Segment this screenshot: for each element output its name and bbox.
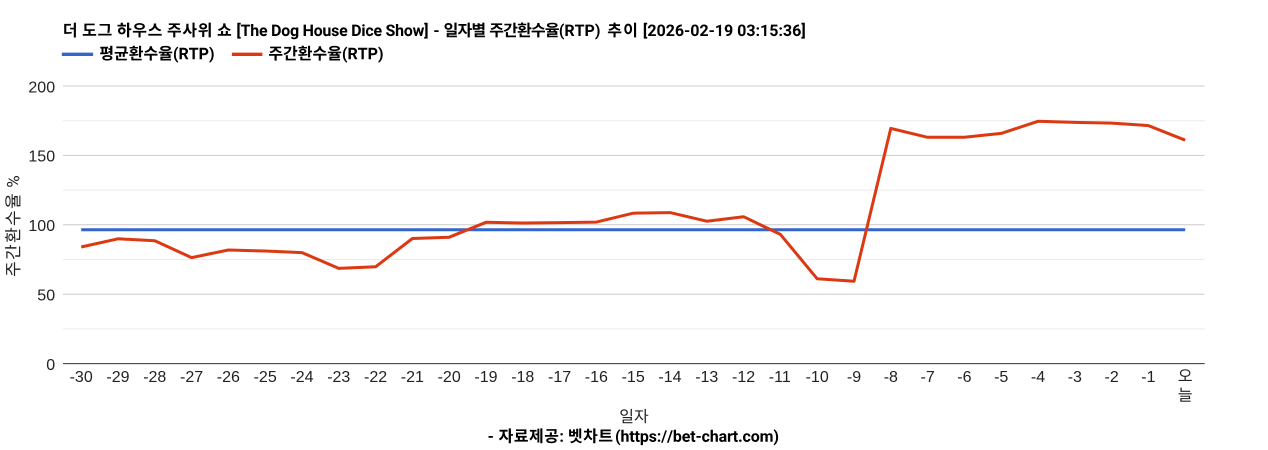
svg-text:-9: -9 [847, 369, 861, 386]
svg-text:-5: -5 [994, 369, 1008, 386]
svg-text:-27: -27 [180, 369, 203, 386]
svg-text:50: 50 [37, 288, 55, 305]
svg-text:-13: -13 [695, 369, 718, 386]
svg-text:-28: -28 [143, 369, 166, 386]
svg-text:-22: -22 [364, 369, 387, 386]
svg-text:0: 0 [46, 357, 55, 374]
svg-text:-29: -29 [106, 369, 129, 386]
svg-text:-30: -30 [70, 369, 93, 386]
svg-text:-8: -8 [884, 369, 898, 386]
svg-text:-7: -7 [921, 369, 935, 386]
svg-text:-4: -4 [1031, 369, 1045, 386]
svg-text:-17: -17 [548, 369, 571, 386]
svg-text:-10: -10 [806, 369, 829, 386]
svg-text:-14: -14 [658, 369, 681, 386]
svg-text:150: 150 [28, 149, 55, 166]
svg-text:-19: -19 [474, 369, 497, 386]
svg-text:100: 100 [28, 218, 55, 235]
svg-text:-16: -16 [585, 369, 608, 386]
svg-text:-20: -20 [438, 369, 461, 386]
svg-text:-21: -21 [401, 369, 424, 386]
svg-text:-1: -1 [1141, 369, 1155, 386]
svg-text:-2: -2 [1105, 369, 1119, 386]
svg-text:-15: -15 [622, 369, 645, 386]
svg-text:-11: -11 [769, 369, 791, 386]
svg-text:200: 200 [28, 79, 55, 96]
svg-text:-18: -18 [511, 369, 534, 386]
svg-text:-23: -23 [327, 369, 350, 386]
svg-text:-12: -12 [732, 369, 755, 386]
svg-text:-3: -3 [1068, 369, 1082, 386]
svg-text:-25: -25 [254, 369, 277, 386]
svg-text:-24: -24 [290, 369, 313, 386]
svg-text:-6: -6 [957, 369, 971, 386]
svg-text:-26: -26 [217, 369, 240, 386]
